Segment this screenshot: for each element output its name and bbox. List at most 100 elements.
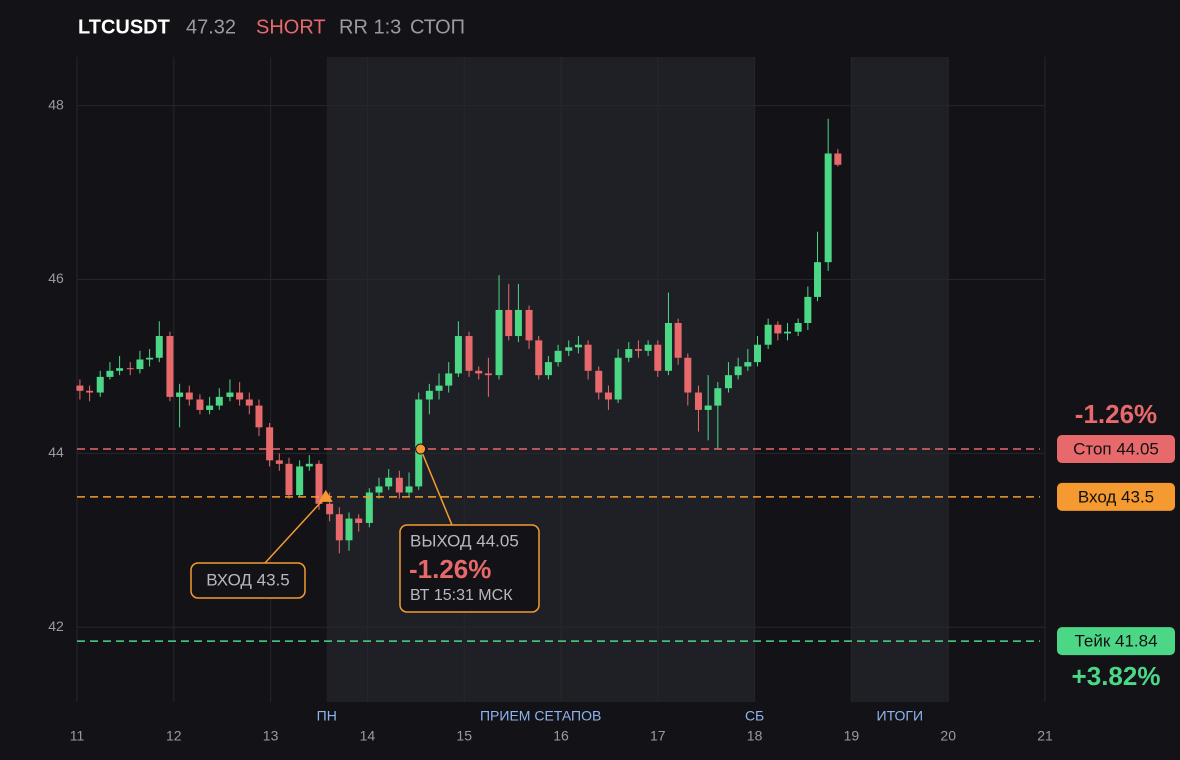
candle-body [245,399,253,406]
candle-body [315,463,323,504]
entry-label: ВХОД 43.5 [206,570,290,589]
candle-body [395,477,403,493]
candle-body [196,399,204,410]
symbol: LTCUSDT [78,16,170,38]
session-label: СБ [745,708,764,724]
candle-body [76,385,84,391]
candle-body [794,322,802,332]
candle-body [584,344,592,371]
candle-body [505,309,513,337]
candle-body [425,390,433,400]
level-label: Вход 43.5 [1078,487,1154,506]
entry-marker [318,489,333,502]
candle-body [326,503,334,515]
candle-body [86,390,94,393]
candle-body [296,466,304,496]
candle-body [136,359,144,370]
level-percent: +3.82% [1072,661,1161,691]
exit-pnl: -1.26% [409,554,491,584]
candle-body [365,492,373,523]
session-band [326,57,755,702]
level-pill [1057,627,1175,656]
candle-body [514,309,522,337]
candle-body [704,405,712,410]
candle-body [305,463,313,467]
candle-body [535,340,543,376]
candle-body [385,477,393,487]
candle-body [275,460,283,464]
candle-body [664,322,672,371]
level-label: Стоп 44.05 [1073,440,1159,459]
candle-body [604,392,612,400]
session-label: ИТОГИ [877,708,924,724]
candle-body [435,385,443,391]
candle-body [764,324,772,345]
candle-body [734,366,742,376]
level-pill [1057,482,1175,511]
x-tick-label: 14 [360,728,376,744]
connector [419,448,453,526]
candle-body [126,368,134,370]
candle-body [674,322,682,358]
side: SHORT [256,16,326,38]
candle-body [146,357,154,360]
y-tick-label: 44 [48,444,64,460]
candle-body [345,518,353,541]
candle-body [694,392,702,410]
candle-body [684,357,692,393]
candle-body [774,324,782,334]
exit-marker [415,443,427,455]
level-pill [1057,435,1175,464]
x-tick-label: 11 [70,728,85,744]
x-tick-label: 12 [166,728,182,744]
x-tick-label: 15 [456,728,472,744]
candle-body [255,405,263,428]
x-tick-label: 18 [747,728,763,744]
candle-body [176,392,184,397]
candle-body [116,368,124,371]
entry-box [190,562,306,599]
candle-body [525,309,533,341]
x-tick-label: 19 [844,728,860,744]
candle-body [375,486,383,493]
exit-time: ВТ 15:31 МСК [410,587,513,604]
candle-body [96,376,104,393]
candle-body [185,392,193,400]
candle-body [554,350,562,363]
exit-label: ВЫХОД 44.05 [410,531,519,550]
candle-body [824,153,832,263]
level-label: Тейк 41.84 [1074,632,1157,651]
candle-body [574,344,582,348]
candle-body [614,357,622,400]
candle-body [215,396,223,406]
candle-body [724,375,732,389]
candle-body [454,336,462,374]
candle-body [445,373,453,386]
candle-body [804,296,812,323]
candle-body [654,344,662,371]
candle-body [285,463,293,496]
price: 47.32 [186,16,236,38]
candle-body [814,262,822,297]
session-label: ПН [317,708,337,724]
y-tick-label: 48 [48,96,64,112]
candle-body [634,349,642,351]
candle-body [754,344,762,363]
candle-body [475,370,483,374]
x-tick-label: 17 [650,728,666,744]
exit-box [399,524,540,613]
x-tick-label: 21 [1037,728,1053,744]
candle-body [335,514,343,541]
candle-body [206,405,214,410]
candle-body [544,362,552,376]
candle-body [155,336,163,358]
x-tick-label: 13 [263,728,279,744]
candle-body [226,392,234,397]
candle-body [106,370,114,377]
candle-body [644,344,652,351]
candle-body [355,518,363,523]
candle-body [415,399,423,487]
candle-body [405,486,413,493]
candle-body [266,427,274,461]
